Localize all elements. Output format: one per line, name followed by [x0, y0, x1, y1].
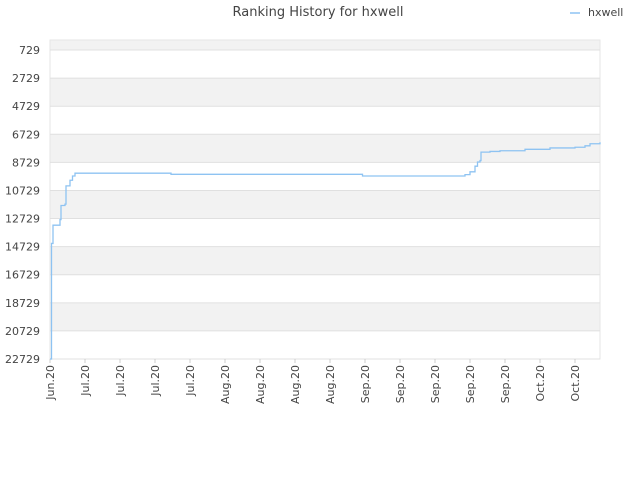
series-line — [50, 142, 601, 360]
y-tick-label: 4729 — [12, 100, 40, 113]
y-tick-label: 20729 — [5, 325, 40, 338]
x-tick-label: Sep.20 — [359, 365, 372, 403]
x-tick-label: Sep.20 — [429, 365, 442, 403]
x-tick-label: Jul.20 — [79, 365, 92, 397]
grid-band — [50, 78, 600, 107]
y-tick-label: 8729 — [12, 156, 40, 169]
y-tick-label: 14729 — [5, 241, 40, 254]
x-tick-label: Sep.20 — [394, 365, 407, 403]
legend-label: hxwell — [588, 6, 623, 19]
x-tick-label: Aug.20 — [219, 365, 232, 404]
y-tick-label: 16729 — [5, 269, 40, 282]
y-tick-label: 2729 — [12, 72, 40, 85]
y-tick-label: 18729 — [5, 297, 40, 310]
y-tick-label: 729 — [19, 44, 40, 57]
grid-band — [50, 302, 600, 331]
grid-band — [50, 190, 600, 219]
x-tick-label: Jul.20 — [114, 365, 127, 397]
x-tick-label: Oct.20 — [569, 365, 582, 402]
grid-band — [50, 134, 600, 163]
x-tick-label: Jun.20 — [44, 365, 57, 401]
x-tick-label: Jul.20 — [184, 365, 197, 397]
y-tick-label: 22729 — [5, 353, 40, 366]
y-tick-label: 6729 — [12, 128, 40, 141]
x-tick-label: Sep.20 — [499, 365, 512, 403]
x-tick-label: Jul.20 — [149, 365, 162, 397]
grid-band — [50, 246, 600, 275]
x-tick-label: Oct.20 — [534, 365, 547, 402]
grid-band — [50, 40, 600, 51]
chart-title: Ranking History for hxwell — [233, 5, 404, 20]
y-tick-label: 10729 — [5, 184, 40, 197]
x-tick-label: Aug.20 — [254, 365, 267, 404]
y-tick-label: 12729 — [5, 213, 40, 226]
x-tick-label: Aug.20 — [324, 365, 337, 404]
x-tick-label: Sep.20 — [464, 365, 477, 403]
x-tick-label: Aug.20 — [289, 365, 302, 404]
